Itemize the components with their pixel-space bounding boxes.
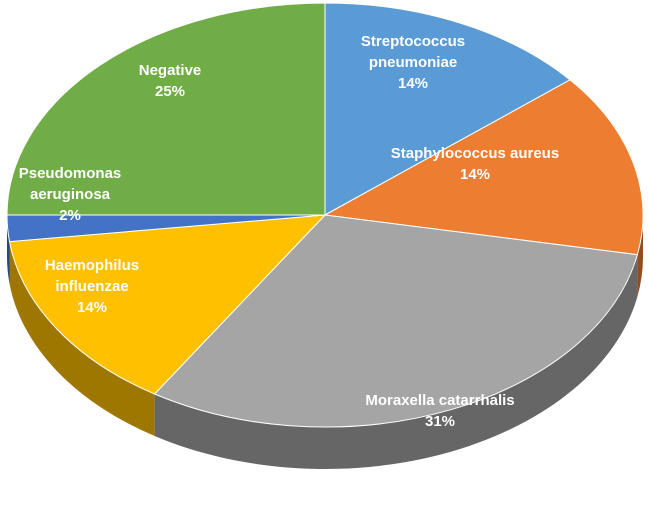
slice-label-0: Streptococcus pneumoniae 14% [361, 33, 465, 92]
slice-category-label: aeruginosa [30, 186, 111, 203]
slice-label-3: Haemophilus influenzae 14% [45, 257, 139, 316]
pie-slice-0 [324, 2, 571, 216]
pie-top-layer [6, 2, 644, 428]
slice-label-4: Pseudomonas aeruginosa 2% [19, 165, 122, 224]
pie-side-3 [9, 241, 155, 436]
slice-percent-label: 2% [59, 207, 81, 224]
slice-label-1: Staphylococcus aureus 14% [391, 145, 559, 183]
slice-category-label: Haemophilus [45, 257, 139, 274]
pie-label-layer: Streptococcus pneumoniae 14%Staphylococcus… [19, 33, 559, 430]
slice-percent-label: 14% [77, 299, 107, 316]
slice-category-label: influenzae [55, 278, 128, 295]
slice-category-label: Pseudomonas [19, 165, 122, 182]
slice-category-label: Negative [139, 62, 202, 79]
slice-label-2: Moraxella catarrhalis 31% [365, 392, 514, 430]
pie-slice-2 [153, 214, 639, 428]
slice-category-label: Moraxella catarrhalis [365, 392, 514, 409]
pie-slice-1 [323, 79, 644, 256]
pie-slice-3 [8, 214, 327, 395]
slice-percent-label: 14% [460, 166, 490, 183]
pie-side-2 [154, 254, 638, 470]
slice-label-5: Negative 25% [139, 62, 202, 100]
slice-category-label: Streptococcus [361, 33, 465, 50]
slice-percent-label: 25% [155, 83, 185, 100]
slice-percent-label: 31% [425, 413, 455, 430]
slice-category-label: pneumoniae [369, 54, 457, 71]
slice-category-label: Staphylococcus aureus [391, 145, 559, 162]
slice-percent-label: 14% [398, 75, 428, 92]
pie-slice-5 [6, 2, 326, 216]
